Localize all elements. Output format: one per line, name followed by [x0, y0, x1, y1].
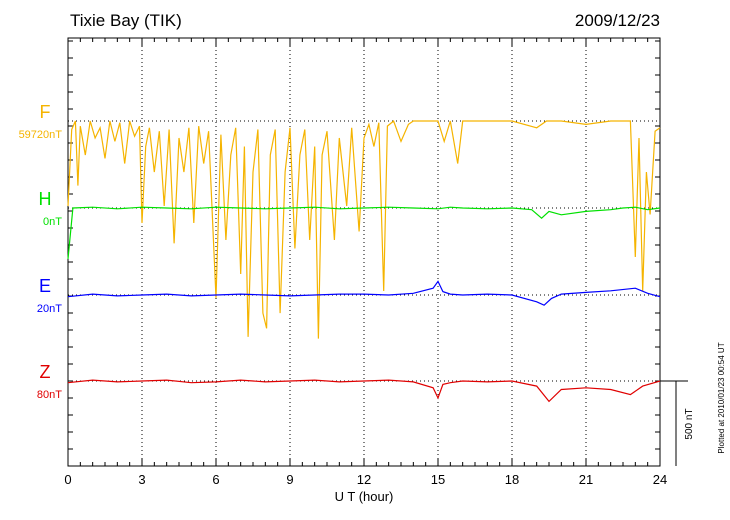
plotted-timestamp: Plotted at 2010/01/23 00:54 UT — [717, 342, 726, 453]
series-name-z: Z — [40, 362, 51, 382]
x-tick-label: 0 — [64, 472, 71, 487]
x-tick-label: 9 — [286, 472, 293, 487]
chart-date: 2009/12/23 — [575, 11, 660, 30]
x-tick-label: 3 — [138, 472, 145, 487]
series-name-e: E — [39, 276, 51, 296]
scale-bar-label: 500 nT — [684, 408, 695, 439]
trace-f — [67, 119, 661, 339]
x-tick-label: 24 — [653, 472, 667, 487]
trace-e — [67, 280, 661, 306]
chart-title: Tixie Bay (TIK) — [70, 11, 182, 30]
x-tick-label: 15 — [431, 472, 445, 487]
x-tick-label: 21 — [579, 472, 593, 487]
series-name-h: H — [39, 189, 52, 209]
x-axis-label: U T (hour) — [335, 489, 394, 504]
trace-h — [67, 206, 661, 260]
scale-bar: 500 nT — [660, 380, 695, 466]
x-tick-labels: 0 3 6 9 12 15 18 21 24 — [64, 472, 667, 487]
grid-lines — [141, 38, 587, 466]
trace-z — [67, 379, 661, 403]
series-baseline-z: 80nT — [37, 389, 62, 401]
series-traces — [67, 119, 661, 403]
series-name-f: F — [40, 102, 51, 122]
x-tick-label: 12 — [357, 472, 371, 487]
x-tick-label: 18 — [505, 472, 519, 487]
x-tick-label: 6 — [212, 472, 219, 487]
series-baseline-f: 59720nT — [19, 129, 63, 141]
series-labels: F 59720nT H 0nT E 20nT Z 80nT — [19, 102, 63, 401]
series-baseline-e: 20nT — [37, 303, 62, 315]
series-baseline-h: 0nT — [43, 216, 62, 228]
